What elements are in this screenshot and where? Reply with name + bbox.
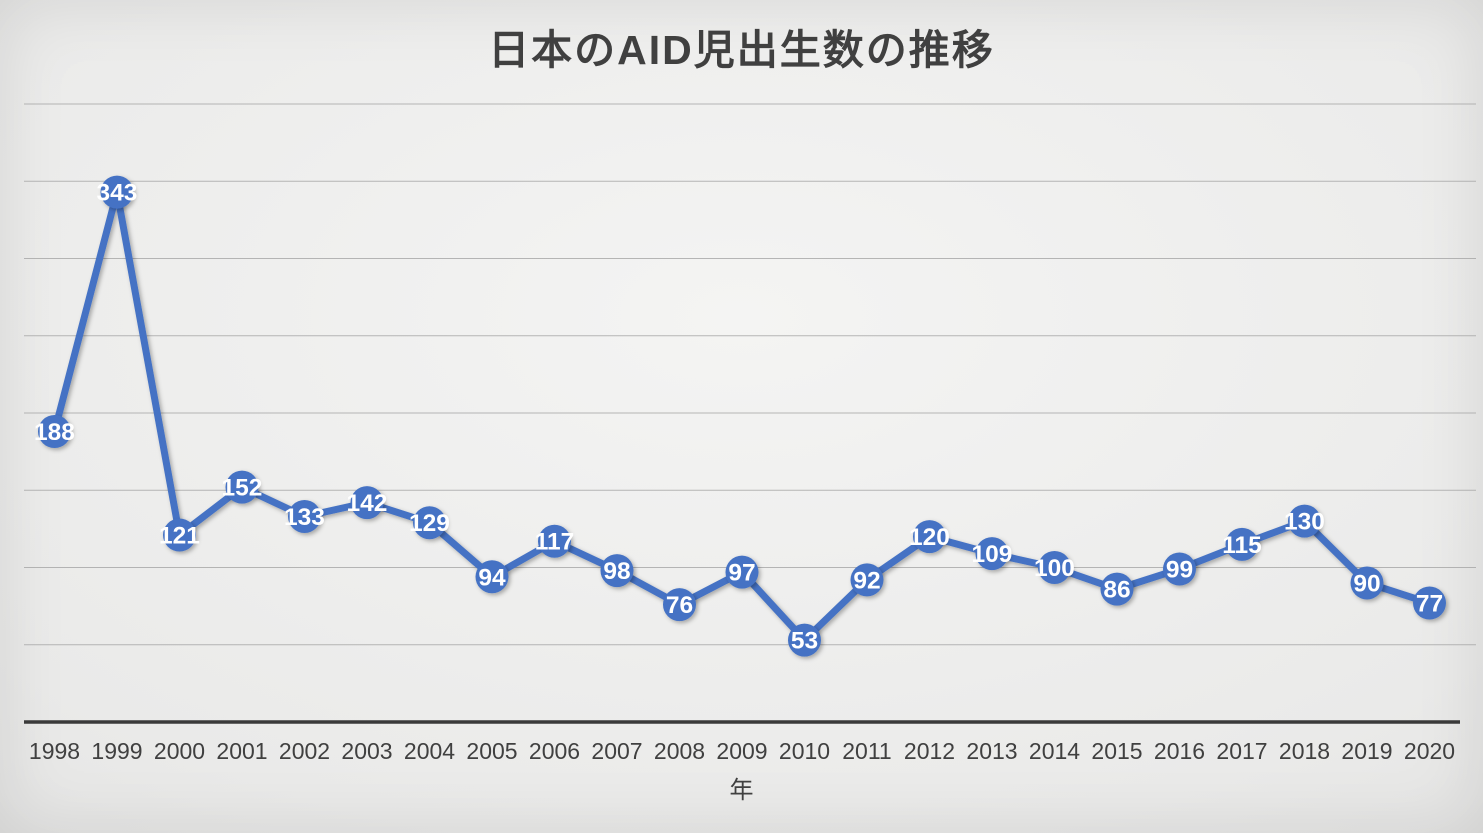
data-point-marker bbox=[1225, 527, 1259, 561]
x-tick-label: 2020 bbox=[1404, 738, 1455, 764]
data-point-label: 133 bbox=[284, 504, 325, 531]
data-point-label: 129 bbox=[409, 510, 450, 537]
data-point-marker bbox=[163, 518, 196, 552]
data-point-marker bbox=[1163, 552, 1196, 586]
data-point-label: 76 bbox=[666, 592, 693, 619]
data-point-marker bbox=[413, 506, 446, 540]
x-tick-label: 2009 bbox=[716, 738, 767, 764]
data-point-label: 188 bbox=[34, 419, 75, 446]
x-tick-label: 2005 bbox=[466, 738, 517, 764]
x-tick-label: 2015 bbox=[1091, 738, 1142, 764]
data-point-label: 94 bbox=[478, 564, 506, 591]
data-point-marker bbox=[538, 524, 571, 558]
data-point-label: 90 bbox=[1353, 570, 1380, 597]
data-point-label: 97 bbox=[728, 560, 755, 587]
x-axis-title: 年 bbox=[729, 777, 754, 804]
x-tick-label: 2012 bbox=[904, 738, 955, 764]
data-point-label: 98 bbox=[603, 558, 630, 585]
data-point-labels: 188 343 121 152 133 142 129 94 117 98 76 97 53 92 120 1… bbox=[34, 180, 1443, 655]
data-point-label: 53 bbox=[791, 628, 818, 655]
data-point-marker bbox=[725, 555, 759, 589]
data-point-label: 130 bbox=[1284, 509, 1325, 536]
data-point-marker bbox=[1038, 551, 1071, 584]
data-point-label: 152 bbox=[222, 475, 263, 502]
data-point-marker bbox=[100, 175, 134, 209]
data-point-label: 86 bbox=[1103, 577, 1130, 604]
data-point-label: 120 bbox=[909, 524, 950, 551]
x-tick-label: 2018 bbox=[1279, 738, 1330, 764]
data-point-marker bbox=[600, 554, 634, 588]
data-point-label: 117 bbox=[535, 529, 575, 556]
data-point-label: 109 bbox=[972, 541, 1013, 568]
data-point-marker bbox=[225, 470, 259, 504]
data-point-marker bbox=[38, 415, 71, 449]
x-tick-label: 2006 bbox=[529, 738, 580, 764]
x-tick-label: 2010 bbox=[779, 738, 830, 764]
data-point-markers bbox=[38, 175, 1446, 657]
data-point-marker bbox=[850, 563, 884, 597]
data-point-marker bbox=[350, 486, 384, 520]
data-point-marker bbox=[1350, 566, 1384, 600]
x-tick-label: 2000 bbox=[154, 738, 205, 764]
x-tick-label: 2016 bbox=[1154, 738, 1205, 764]
x-tick-label: 2019 bbox=[1341, 738, 1392, 764]
data-point-marker bbox=[1100, 572, 1134, 606]
x-tick-label: 1998 bbox=[29, 738, 80, 764]
data-point-marker bbox=[913, 520, 946, 554]
x-tick-label: 2008 bbox=[654, 738, 705, 764]
x-tick-label: 2003 bbox=[341, 738, 392, 764]
data-point-marker bbox=[1288, 504, 1321, 538]
data-point-marker bbox=[788, 623, 821, 657]
x-tick-label: 2013 bbox=[966, 738, 1017, 764]
data-point-label: 115 bbox=[1222, 532, 1262, 559]
data-point-label: 121 bbox=[159, 523, 200, 550]
data-point-marker bbox=[1413, 586, 1446, 620]
x-tick-label: 2017 bbox=[1216, 738, 1267, 764]
data-point-marker bbox=[975, 537, 1009, 571]
x-tick-label: 2004 bbox=[404, 738, 455, 764]
x-tick-label: 2007 bbox=[591, 738, 642, 764]
x-tick-label: 1999 bbox=[91, 738, 142, 764]
data-point-label: 142 bbox=[347, 490, 388, 517]
data-point-label: 92 bbox=[853, 567, 880, 594]
x-tick-label: 2002 bbox=[279, 738, 330, 764]
x-axis-tick-labels: 1998 1999 2000 2001 2002 2003 2004 2005 2006 2007… bbox=[29, 738, 1455, 764]
data-point-marker bbox=[663, 588, 696, 622]
data-point-label: 77 bbox=[1416, 591, 1443, 618]
data-point-label: 100 bbox=[1034, 555, 1075, 582]
x-tick-label: 2001 bbox=[216, 738, 267, 764]
data-point-label: 99 bbox=[1166, 557, 1193, 584]
data-point-label: 343 bbox=[97, 180, 138, 207]
data-point-marker bbox=[288, 500, 321, 534]
data-point-marker bbox=[475, 560, 509, 594]
x-tick-label: 2014 bbox=[1029, 738, 1080, 764]
chart-title: 日本のAID児出生数の推移 bbox=[488, 27, 995, 73]
x-tick-label: 2011 bbox=[842, 738, 891, 764]
